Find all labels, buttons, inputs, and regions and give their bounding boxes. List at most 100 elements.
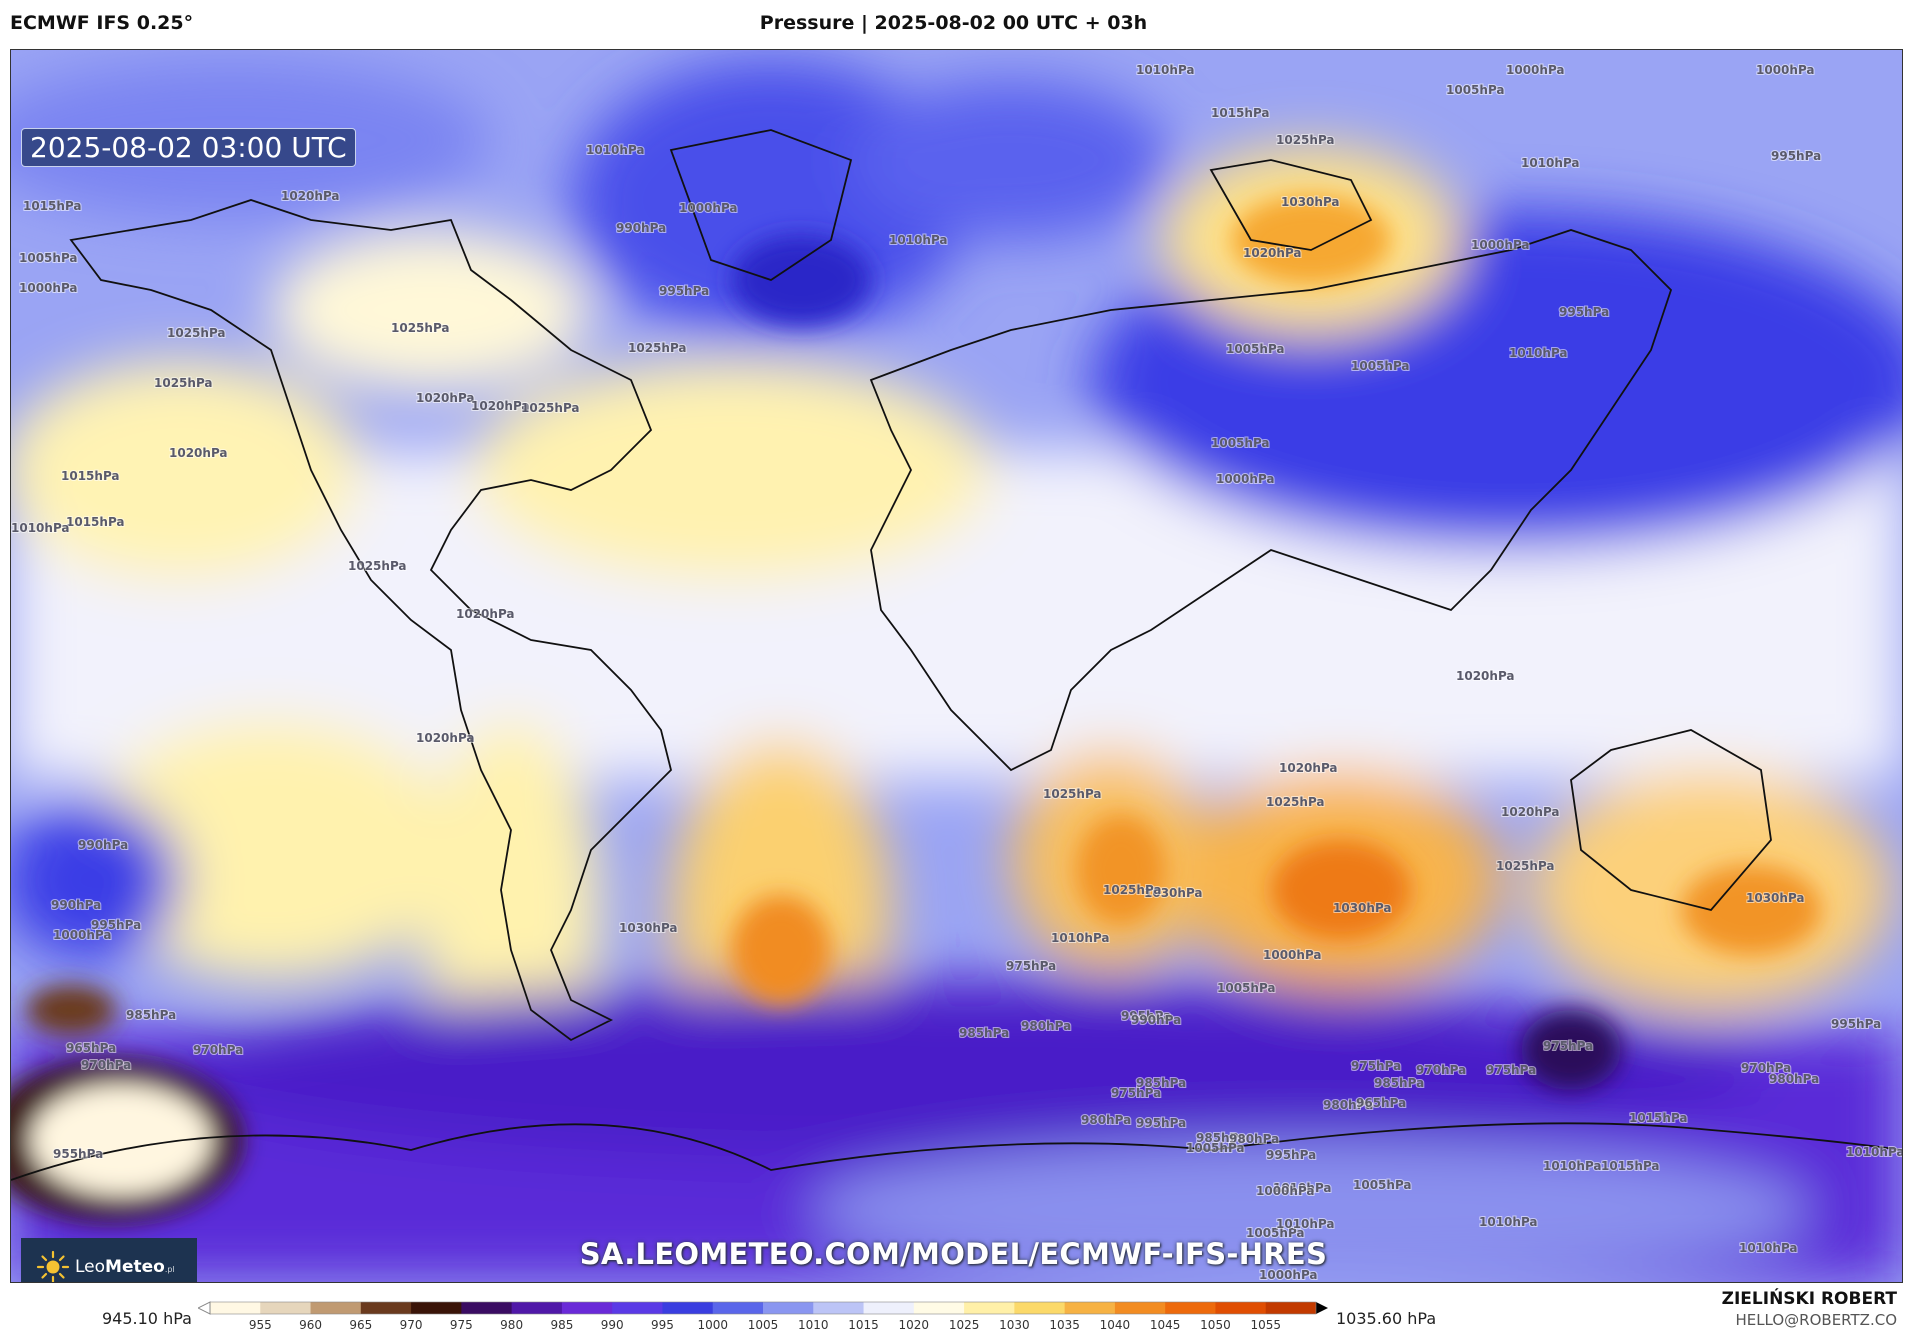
isobar-label: 995hPa: [1559, 305, 1609, 319]
colorbar-min-label: 945.10 hPa: [102, 1309, 192, 1328]
colorbar-segment: [260, 1302, 312, 1314]
colorbar-segment: [612, 1302, 663, 1314]
isobar-label: 1010hPa: [1509, 346, 1568, 360]
isobar-label: 1015hPa: [1629, 1111, 1688, 1125]
logo-wordmark: LeoMeteo.pl: [75, 1257, 175, 1277]
colorbar-tick-label: 980: [500, 1318, 523, 1332]
colorbar-segment: [964, 1302, 1015, 1314]
isobar-label: 995hPa: [1831, 1017, 1881, 1031]
colorbar-segment: [813, 1302, 865, 1314]
colorbar-min-arrow: [198, 1301, 211, 1315]
leometeo-logo[interactable]: LeoMeteo.pl: [21, 1238, 197, 1282]
isobar-label: 970hPa: [193, 1043, 243, 1057]
isobar-label: 1005hPa: [1226, 342, 1285, 356]
colorbar-tick-label: 960: [299, 1318, 322, 1332]
isobar-label: 1020hPa: [1243, 246, 1302, 260]
isobar-label: 1020hPa: [1501, 805, 1560, 819]
isobar-label: 995hPa: [1136, 1116, 1186, 1130]
isobar-label: 1020hPa: [471, 399, 530, 413]
colorbar-segment: [1064, 1302, 1116, 1314]
colorbar-max-arrow: [1316, 1302, 1328, 1314]
isobar-label: 1005hPa: [1353, 1178, 1412, 1192]
isobar-label: 975hPa: [1543, 1039, 1593, 1053]
isobar-label: 1015hPa: [66, 515, 125, 529]
colorbar-tick-label: 975: [450, 1318, 473, 1332]
isobar-label: 990hPa: [1131, 1013, 1181, 1027]
isobar-label: 1025hPa: [154, 376, 213, 390]
isobar-label: 975hPa: [1111, 1086, 1161, 1100]
pressure-field: 1010hPa 1000hPa1005hPa1015hPa1025hPa1030h…: [11, 50, 1902, 1282]
colorbar-segment: [411, 1302, 462, 1314]
isobar-label: 995hPa: [1266, 1148, 1316, 1162]
colorbar-segment: [913, 1302, 965, 1314]
colorbar-segment: [1165, 1302, 1216, 1314]
colorbar-tick-label: 1025: [949, 1318, 980, 1332]
colorbar-tick-label: 1010: [798, 1318, 829, 1332]
colorbar-tick-label: 955: [249, 1318, 272, 1332]
isobar-label: 1005hPa: [1446, 83, 1505, 97]
isobar-label: 1000hPa: [19, 281, 78, 295]
isobar-label: 1005hPa: [1186, 1141, 1245, 1155]
colorbar-segment: [1014, 1302, 1066, 1314]
isobar-label: 970hPa: [81, 1058, 131, 1072]
author-email: HELLO@ROBERTZ.CO: [1735, 1311, 1897, 1329]
isobar-label: 1005hPa: [19, 251, 78, 265]
isobar-label: 1010hPa: [1136, 63, 1195, 77]
isobar-label: 1015hPa: [23, 199, 82, 213]
colorbar-tick-label: 965: [349, 1318, 372, 1332]
isobar-label: 1005hPa: [1246, 1226, 1305, 1240]
isobar-label: 1025hPa: [1496, 859, 1555, 873]
colorbar-tick-label: 1020: [899, 1318, 930, 1332]
isobar-label: 1020hPa: [169, 446, 228, 460]
isobar-label: 1020hPa: [416, 731, 475, 745]
isobar-label: 1010hPa: [889, 233, 948, 247]
isobar-label: 980hPa: [1323, 1098, 1373, 1112]
isobar-label: 1000hPa: [1263, 948, 1322, 962]
isobar-label: 1010hPa: [1276, 1217, 1335, 1231]
isobar-label: 1005hPa: [1217, 981, 1276, 995]
isobar-label: 980hPa: [1769, 1072, 1819, 1086]
isobar-label: 1020hPa: [1456, 669, 1515, 683]
colorbar-segment: [763, 1302, 814, 1314]
colorbar-tick-label: 1050: [1200, 1318, 1231, 1332]
isobar-label: 1015hPa: [61, 469, 120, 483]
model-name: ECMWF IFS 0.25°: [10, 12, 194, 34]
isobar-label: 1010hPa: [1051, 931, 1110, 945]
isobar-label: 990hPa: [616, 221, 666, 235]
isobar-label: 985hPa: [1196, 1131, 1246, 1145]
isobar-label: 1025hPa: [521, 401, 580, 415]
sun-icon: [36, 1250, 70, 1282]
isobar-label: 965hPa: [66, 1041, 116, 1055]
isobar-label: 1025hPa: [1043, 787, 1102, 801]
isobar-label: 1025hPa: [1276, 133, 1335, 147]
isobar-label: 1010hPa: [1543, 1159, 1602, 1173]
isobar-label: 1025hPa: [391, 321, 450, 335]
isobar-label: 1000hPa: [53, 928, 112, 942]
colorbar-segment: [863, 1302, 915, 1314]
isobar-label: 1005hPa: [1211, 436, 1270, 450]
author-credit: ZIELIŃSKI ROBERT HELLO@ROBERTZ.CO: [1722, 1289, 1897, 1329]
colorbar-tick-label: 1000: [697, 1318, 728, 1332]
isobar-label: 1005hPa: [1351, 359, 1410, 373]
isobar-label: 1015hPa: [1601, 1159, 1660, 1173]
isobar-label: 1000hPa: [679, 201, 738, 215]
colorbar-tick-label: 995: [651, 1318, 674, 1332]
colorbar-segment: [1114, 1302, 1166, 1314]
isobar-label: 970hPa: [1741, 1061, 1791, 1075]
colorbar-outline: [209, 1301, 1317, 1315]
isobar-label: 1025hPa: [628, 341, 687, 355]
isobar-label: 1000hPa: [1471, 238, 1530, 252]
isobar-label: 995hPa: [91, 918, 141, 932]
isobar-label: 1010hPa: [1846, 1145, 1902, 1159]
colorbar-tick-label: 985: [550, 1318, 573, 1332]
isobar-label: 1020hPa: [456, 607, 515, 621]
isobar-label: 980hPa: [1229, 1132, 1279, 1146]
colorbar-segment: [561, 1302, 613, 1314]
isobar-label: 1025hPa: [1103, 883, 1162, 897]
colorbar-segment: [210, 1302, 261, 1314]
isobar-label: 1010hPa: [1273, 1181, 1332, 1195]
colorbar-max-label: 1035.60 hPa: [1336, 1309, 1437, 1328]
colorbar-segment: [461, 1302, 513, 1314]
isobar-label: 1010hPa: [11, 521, 70, 535]
pressure-map[interactable]: 1010hPa 1000hPa 1005hPa 1015hPa 1025hPa 1030h…: [10, 49, 1903, 1283]
